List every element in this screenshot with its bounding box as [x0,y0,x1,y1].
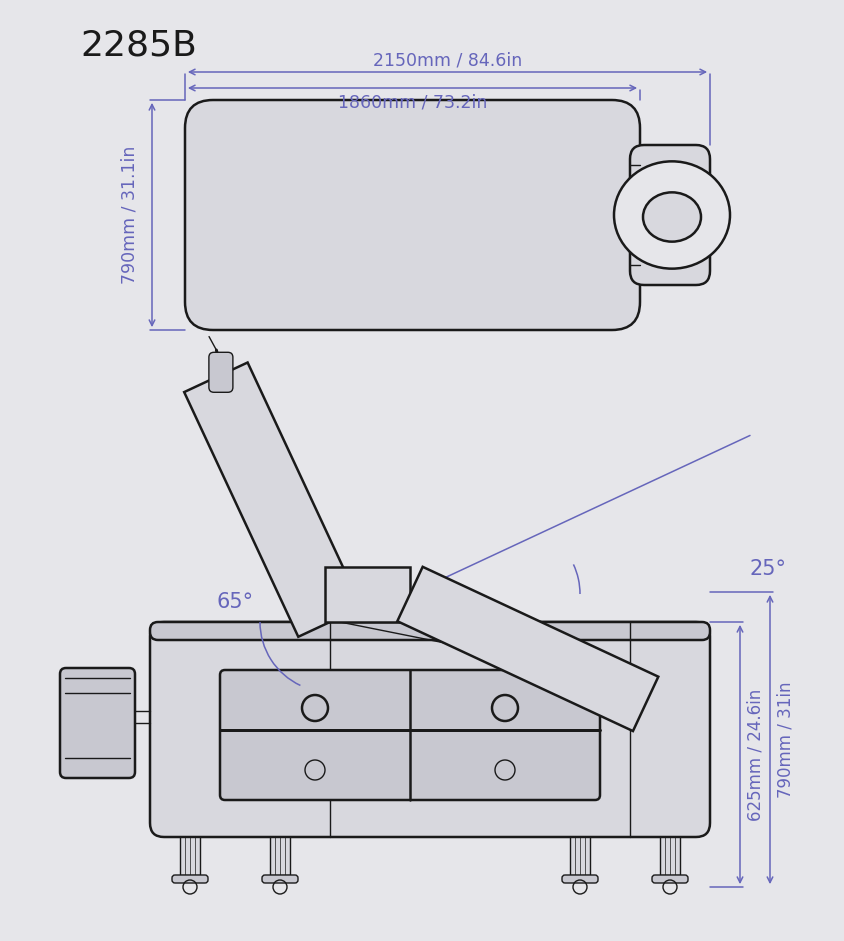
FancyBboxPatch shape [270,837,290,875]
FancyBboxPatch shape [150,622,710,837]
FancyBboxPatch shape [209,352,233,392]
Text: 65°: 65° [216,592,253,612]
FancyBboxPatch shape [220,670,600,800]
Polygon shape [184,362,362,637]
Text: 2150mm / 84.6in: 2150mm / 84.6in [373,51,522,69]
FancyBboxPatch shape [660,837,680,875]
Text: 2285B: 2285B [80,28,197,62]
FancyBboxPatch shape [60,668,135,778]
FancyBboxPatch shape [185,100,640,330]
FancyBboxPatch shape [262,875,298,883]
Text: 1860mm / 73.2in: 1860mm / 73.2in [338,93,487,111]
Ellipse shape [614,161,730,268]
FancyBboxPatch shape [150,622,710,640]
Text: 790mm / 31in: 790mm / 31in [777,681,795,798]
Text: 790mm / 31.1in: 790mm / 31.1in [121,146,139,284]
FancyBboxPatch shape [570,837,590,875]
Polygon shape [398,566,658,731]
FancyBboxPatch shape [630,145,710,285]
Text: 25°: 25° [749,559,787,579]
Text: 625mm / 24.6in: 625mm / 24.6in [747,689,765,821]
Polygon shape [325,567,410,622]
FancyBboxPatch shape [180,837,200,875]
FancyBboxPatch shape [172,875,208,883]
Ellipse shape [643,192,701,242]
FancyBboxPatch shape [652,875,688,883]
FancyBboxPatch shape [562,875,598,883]
